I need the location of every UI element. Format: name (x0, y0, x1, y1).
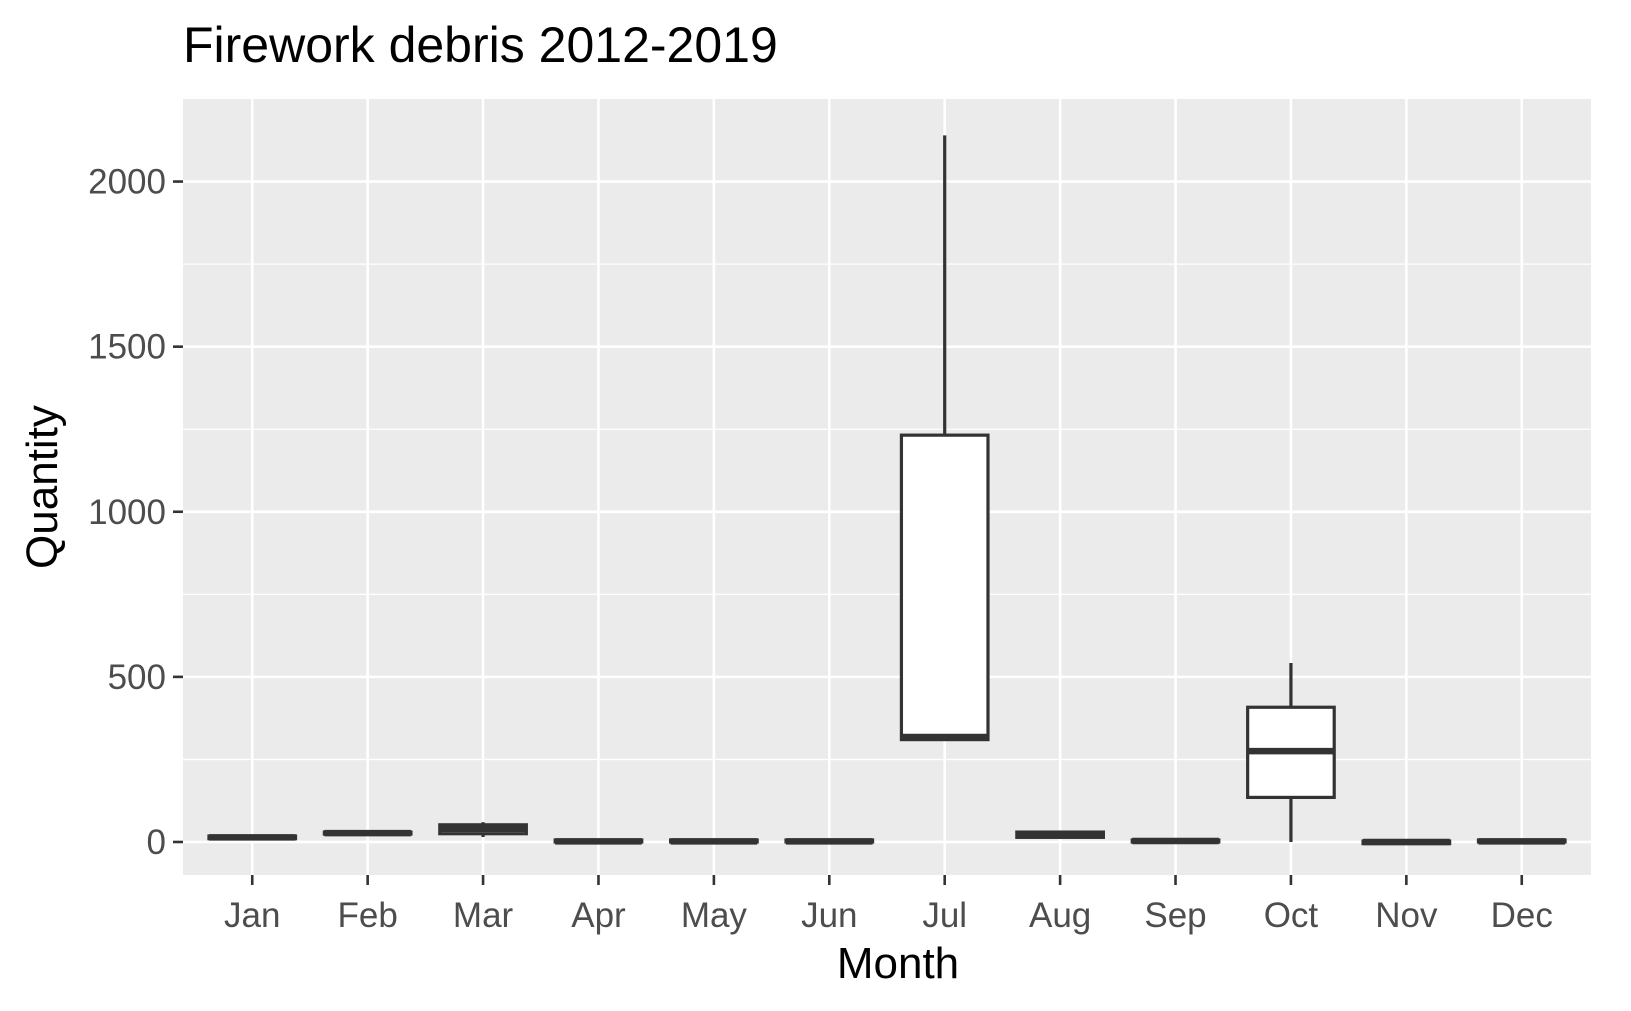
y-tick-label: 1500 (88, 328, 166, 367)
box-sep (1130, 837, 1221, 845)
y-tick-label: 2000 (88, 163, 166, 202)
plot-panel (183, 99, 1591, 875)
y-tick-label: 0 (147, 823, 166, 862)
box-body (899, 433, 990, 742)
x-tick-label: Oct (1264, 896, 1319, 935)
x-tick-label: Dec (1491, 896, 1553, 935)
x-tick-label: Jul (922, 896, 967, 935)
boxes (207, 135, 1567, 846)
box-jan (207, 834, 298, 841)
y-tick-label: 1000 (88, 493, 166, 532)
x-tick-label: Sep (1144, 896, 1206, 935)
x-tick-label: Aug (1029, 896, 1091, 935)
chart-title: Firework debris 2012-2019 (183, 17, 778, 73)
box-nov (1361, 838, 1452, 846)
y-axis-title: Quantity (18, 405, 67, 569)
x-tick-label: Apr (571, 896, 626, 935)
y-tick-label: 500 (108, 658, 166, 697)
box-jul (899, 135, 990, 742)
box-may (669, 838, 759, 845)
box-oct (1246, 663, 1336, 842)
grid-minor (183, 263, 1591, 761)
box-apr (553, 838, 644, 845)
grid-major (183, 99, 1591, 875)
x-tick-label: Nov (1375, 896, 1438, 935)
x-axis: Jan Feb Mar Apr May Jun Jul Aug Sep Oct Nov Dec (224, 875, 1553, 935)
x-tick-label: Jan (224, 896, 280, 935)
y-axis: 0 500 1000 1500 2000 (88, 163, 183, 862)
x-tick-label: Mar (453, 896, 514, 935)
box-mar (438, 822, 528, 838)
x-tick-label: May (681, 896, 748, 935)
box-dec (1476, 838, 1567, 845)
x-tick-label: Feb (337, 896, 397, 935)
box-jun (784, 838, 875, 845)
x-tick-label: Jun (801, 896, 857, 935)
box-aug (1015, 830, 1105, 839)
x-axis-title: Month (837, 939, 959, 988)
box-feb (322, 829, 413, 837)
